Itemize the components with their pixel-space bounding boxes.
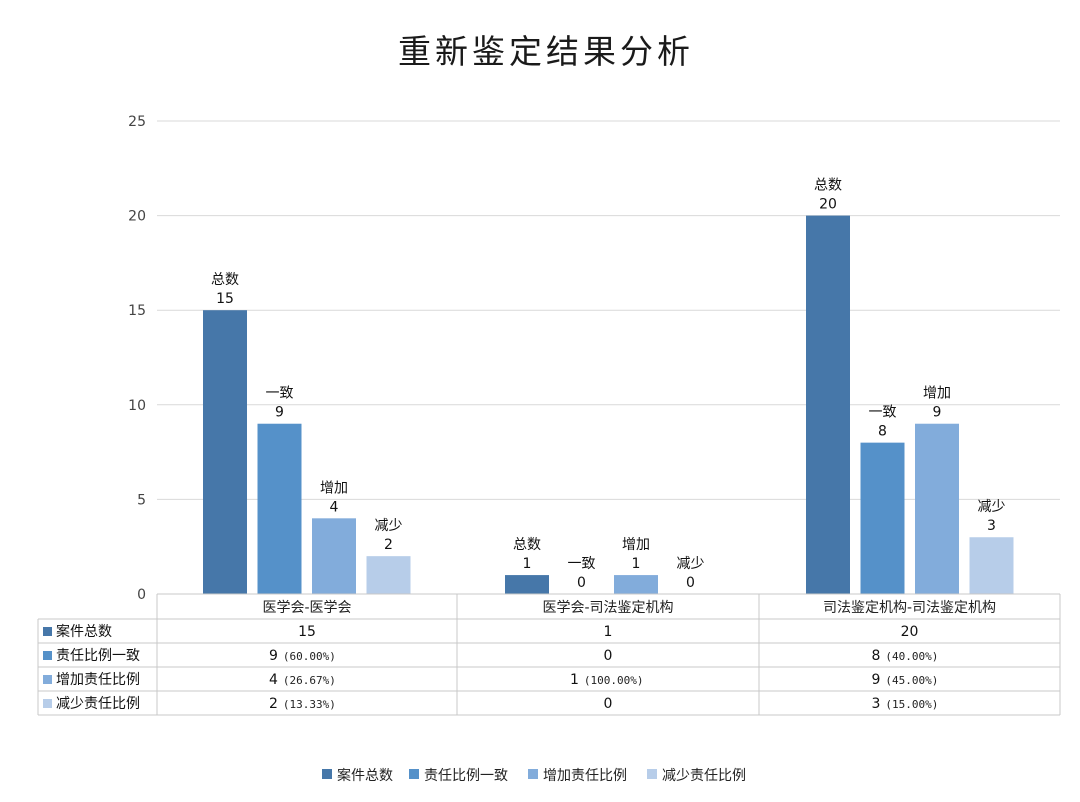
legend-label: 案件总数 — [337, 767, 393, 784]
bar-label-name: 减少 — [375, 518, 403, 534]
legend-label: 减少责任比例 — [662, 768, 746, 784]
bar-label-value: 9 — [933, 405, 942, 421]
legend-label: 责任比例一致 — [424, 768, 508, 784]
table-cell: 2 (13.33%) — [269, 696, 336, 712]
chart-title: 重新鉴定结果分析 — [398, 32, 694, 71]
bar-label-name: 增加 — [923, 386, 951, 402]
bar-label-value: 8 — [878, 424, 887, 440]
table-cell: 0 — [604, 648, 613, 664]
table-row-label: 增加责任比例 — [56, 672, 140, 688]
table-cell: 3 (15.00%) — [872, 696, 939, 712]
legend-label: 增加责任比例 — [543, 768, 627, 784]
table-cell: 8 (40.00%) — [872, 648, 939, 664]
bar-label-name: 减少 — [677, 556, 705, 572]
table-swatch — [43, 699, 52, 708]
legend: 案件总数 责任比例一致 增加责任比例 减少责任比例 — [322, 767, 746, 784]
bar-label-name: 增加 — [320, 480, 348, 496]
bar-label-name: 一致 — [266, 386, 294, 402]
bar-label-value: 1 — [632, 556, 641, 572]
bar — [203, 310, 247, 594]
bar-label-name: 总数 — [211, 272, 239, 288]
bar — [969, 537, 1014, 594]
bar-label-name: 一致 — [869, 405, 897, 421]
legend-swatch — [322, 769, 332, 779]
bar-label-value: 4 — [330, 499, 339, 515]
bars — [203, 215, 1014, 594]
legend-swatch — [647, 769, 657, 779]
bar-label-value: 15 — [216, 291, 234, 307]
category-label: 医学会-医学会 — [262, 600, 351, 616]
table-row-label: 减少责任比例 — [56, 696, 140, 712]
table-row-label: 责任比例一致 — [56, 648, 140, 664]
bar — [257, 423, 302, 594]
bar-label-name: 总数 — [513, 537, 541, 553]
y-tick-label: 0 — [137, 587, 146, 603]
table-cell: 15 — [298, 624, 316, 640]
y-tick-label: 15 — [128, 303, 146, 319]
table-cell: 4 (26.67%) — [269, 672, 336, 688]
bar-label-value: 1 — [523, 556, 532, 572]
table-cell: 9 (45.00%) — [872, 672, 939, 688]
bar — [915, 423, 959, 594]
bar-label-value: 20 — [819, 197, 837, 213]
table-row-label: 案件总数 — [56, 623, 112, 640]
bar — [366, 556, 411, 594]
bar — [860, 442, 905, 594]
category-label: 司法鉴定机构-司法鉴定机构 — [823, 600, 996, 616]
bar-label-value: 2 — [384, 537, 393, 553]
bar-label-value: 3 — [987, 518, 996, 534]
bar-label-name: 减少 — [978, 499, 1006, 515]
table-cell: 20 — [901, 624, 919, 640]
y-tick-label: 20 — [128, 209, 146, 225]
table-cell: 0 — [604, 696, 613, 712]
legend-swatch — [528, 769, 538, 779]
y-tick-label: 10 — [128, 398, 146, 414]
legend-swatch — [409, 769, 419, 779]
bar — [614, 575, 658, 594]
bar — [312, 518, 356, 594]
table-cell: 9 (60.00%) — [269, 648, 336, 664]
table-swatch — [43, 651, 52, 660]
table-swatch — [43, 675, 52, 684]
table-swatch — [43, 627, 52, 636]
bar-label-name: 一致 — [568, 556, 596, 572]
table-cell: 1 — [604, 624, 613, 640]
bar-label-value: 9 — [275, 405, 284, 421]
bar-label-name: 增加 — [622, 537, 650, 553]
bar — [505, 575, 549, 594]
bar — [806, 215, 850, 594]
bar-label-value: 0 — [686, 575, 695, 591]
category-label: 医学会-司法鉴定机构 — [542, 600, 673, 616]
y-tick-label: 25 — [128, 114, 146, 130]
bar-label-name: 总数 — [814, 178, 842, 194]
table-cell: 1 (100.00%) — [570, 672, 644, 688]
y-tick-label: 5 — [137, 492, 146, 508]
data-labels: 总数 15 一致 9 增加 4 减少 2 总数 1 一致 0 增加 1 减少 0 总数 20 一致 8 增加 9 减少 3 — [211, 178, 1006, 591]
bar-label-value: 0 — [577, 575, 586, 591]
